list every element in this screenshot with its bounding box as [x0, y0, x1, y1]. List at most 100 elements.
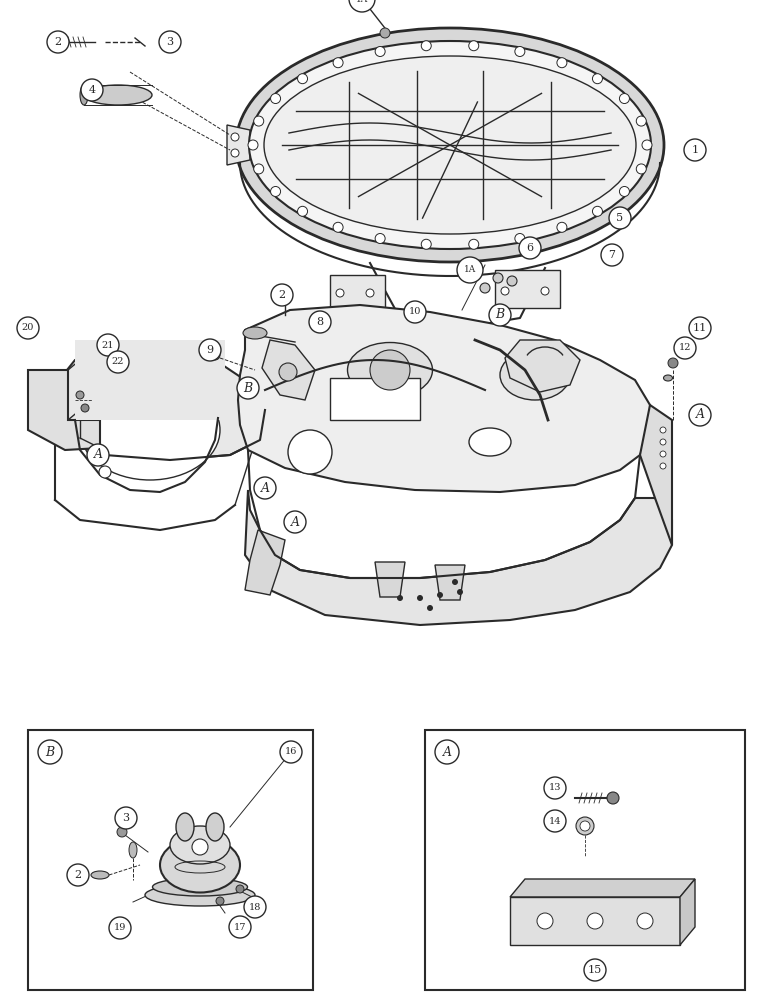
- Polygon shape: [510, 879, 695, 897]
- Text: 1A: 1A: [464, 265, 476, 274]
- Circle shape: [592, 74, 602, 84]
- Circle shape: [333, 222, 343, 232]
- Text: 3: 3: [167, 37, 174, 47]
- Circle shape: [519, 237, 541, 259]
- Text: A: A: [442, 746, 452, 758]
- Text: 17: 17: [234, 922, 246, 932]
- Circle shape: [397, 595, 403, 601]
- Text: 1: 1: [692, 145, 699, 155]
- Ellipse shape: [243, 327, 267, 339]
- Circle shape: [375, 234, 385, 244]
- Text: 7: 7: [608, 250, 615, 260]
- Circle shape: [660, 427, 666, 433]
- Circle shape: [370, 350, 410, 390]
- Circle shape: [237, 377, 259, 399]
- Text: 1A: 1A: [356, 0, 368, 3]
- Circle shape: [660, 451, 666, 457]
- Circle shape: [254, 164, 264, 174]
- Circle shape: [38, 740, 62, 764]
- Circle shape: [689, 317, 711, 339]
- Text: A: A: [93, 448, 103, 462]
- Circle shape: [87, 444, 109, 466]
- Text: B: B: [243, 381, 252, 394]
- Ellipse shape: [206, 813, 224, 841]
- Text: 18: 18: [249, 902, 261, 912]
- Circle shape: [422, 41, 432, 51]
- Circle shape: [115, 807, 137, 829]
- Polygon shape: [435, 565, 465, 600]
- Text: B: B: [496, 308, 505, 322]
- Ellipse shape: [249, 41, 651, 249]
- Circle shape: [254, 477, 276, 499]
- Circle shape: [333, 58, 343, 68]
- Circle shape: [284, 511, 306, 533]
- Circle shape: [236, 885, 244, 893]
- Circle shape: [297, 74, 307, 84]
- Circle shape: [674, 337, 696, 359]
- Text: 16: 16: [285, 748, 297, 756]
- Circle shape: [81, 79, 103, 101]
- Circle shape: [97, 334, 119, 356]
- Circle shape: [619, 186, 629, 196]
- Circle shape: [435, 740, 459, 764]
- Text: 19: 19: [113, 924, 126, 932]
- Circle shape: [537, 913, 553, 929]
- FancyBboxPatch shape: [28, 730, 313, 990]
- Circle shape: [642, 140, 652, 150]
- Circle shape: [576, 817, 594, 835]
- Circle shape: [544, 777, 566, 799]
- Text: 14: 14: [549, 816, 561, 826]
- Text: 13: 13: [549, 784, 561, 792]
- Circle shape: [109, 917, 131, 939]
- Circle shape: [684, 139, 706, 161]
- Text: 3: 3: [123, 813, 130, 823]
- Circle shape: [117, 827, 127, 837]
- FancyBboxPatch shape: [330, 275, 385, 313]
- Circle shape: [231, 149, 239, 157]
- Text: 6: 6: [527, 243, 533, 253]
- Text: 2: 2: [55, 37, 62, 47]
- Text: A: A: [260, 482, 269, 494]
- Circle shape: [515, 234, 525, 244]
- Circle shape: [601, 244, 623, 266]
- Ellipse shape: [129, 842, 137, 858]
- Text: 11: 11: [693, 323, 707, 333]
- Circle shape: [469, 239, 479, 249]
- Text: 2: 2: [74, 870, 82, 880]
- Circle shape: [636, 164, 646, 174]
- Text: 2: 2: [279, 290, 286, 300]
- Text: 8: 8: [317, 317, 323, 327]
- Ellipse shape: [153, 878, 248, 896]
- Text: B: B: [46, 746, 55, 758]
- Circle shape: [637, 913, 653, 929]
- Polygon shape: [28, 370, 100, 450]
- Circle shape: [81, 404, 89, 412]
- Circle shape: [437, 592, 443, 598]
- Circle shape: [541, 287, 549, 295]
- Circle shape: [47, 31, 69, 53]
- Circle shape: [457, 257, 483, 283]
- Polygon shape: [245, 490, 672, 625]
- Text: 15: 15: [587, 965, 602, 975]
- Circle shape: [592, 206, 602, 216]
- Circle shape: [280, 741, 302, 763]
- Circle shape: [660, 463, 666, 469]
- Ellipse shape: [469, 428, 511, 456]
- Text: 20: 20: [22, 324, 34, 332]
- Ellipse shape: [91, 871, 109, 879]
- Circle shape: [216, 897, 224, 905]
- Circle shape: [607, 792, 619, 804]
- Circle shape: [288, 430, 332, 474]
- Circle shape: [668, 358, 678, 368]
- Circle shape: [67, 864, 89, 886]
- Circle shape: [254, 116, 264, 126]
- Circle shape: [99, 466, 111, 478]
- FancyBboxPatch shape: [510, 897, 680, 945]
- Ellipse shape: [145, 884, 255, 906]
- Text: A: A: [290, 516, 300, 528]
- Circle shape: [309, 311, 331, 333]
- Circle shape: [380, 28, 390, 38]
- Circle shape: [55, 37, 65, 47]
- Circle shape: [366, 289, 374, 297]
- Circle shape: [349, 0, 375, 12]
